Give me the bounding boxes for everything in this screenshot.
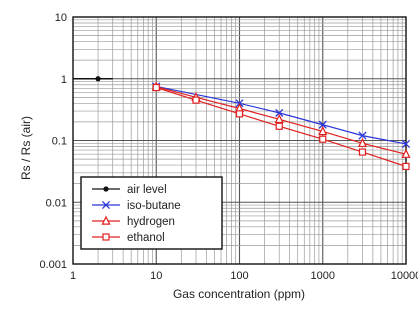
data-point-ethanol (275, 122, 283, 130)
legend-marker (101, 200, 111, 210)
legend-item-iso-butane: iso-butane (92, 200, 181, 212)
marker-stroke (318, 120, 327, 129)
data-point-hydrogen (401, 148, 411, 158)
data-point-iso-butane (318, 120, 327, 129)
series-line-iso-butane (156, 85, 407, 145)
legend-item-air-level: air level (92, 184, 167, 196)
series-air-level (73, 76, 113, 82)
legend-marker (102, 233, 110, 241)
series-ethanol (152, 83, 410, 171)
legend-label: air level (127, 184, 167, 196)
data-point-iso-butane (401, 139, 411, 148)
data-point-ethanol (402, 162, 410, 171)
y-tick-label: 0.1 (52, 136, 67, 148)
x-axis-label: Gas concentration (ppm) (173, 287, 305, 301)
y-tick-label: 0.01 (46, 197, 67, 209)
y-axis-label: Rs / Rs (air) (19, 116, 33, 180)
x-tick-label: 1 (70, 270, 76, 282)
legend-marker (103, 186, 109, 192)
data-point-air-level (95, 76, 101, 82)
x-tick-label: 1000 (311, 270, 335, 282)
plot-frame (72, 16, 407, 265)
legend-label: iso-butane (127, 200, 181, 212)
data-point-ethanol (358, 148, 367, 156)
y-tick-label: 0.001 (39, 259, 67, 271)
legend-label: ethanol (127, 232, 165, 244)
legend-item-ethanol: ethanol (92, 232, 165, 244)
data-point-ethanol (192, 96, 200, 104)
x-tick-label: 10 (150, 270, 162, 282)
marker-stroke (101, 200, 111, 210)
marker-stroke (401, 139, 411, 148)
marker-stroke (275, 108, 284, 117)
data-point-iso-butane (275, 108, 284, 117)
y-tick-label: 10 (55, 12, 67, 24)
legend-label: hydrogen (127, 216, 175, 228)
data-point-hydrogen (357, 137, 368, 148)
data-point-ethanol (235, 110, 244, 118)
series (73, 76, 411, 171)
data-point-ethanol (152, 83, 160, 92)
data-point-iso-butane (358, 131, 367, 140)
marker-stroke (358, 131, 367, 140)
data-point-hydrogen (318, 126, 328, 136)
legend-item-hydrogen: hydrogen (92, 215, 175, 228)
data-point-hydrogen (274, 113, 284, 124)
y-tick-label: 1 (61, 74, 67, 86)
x-tick-label: 100 (230, 270, 248, 282)
legend-marker (101, 215, 111, 225)
legend: air level iso-butane hydrogen ethanol (80, 176, 223, 250)
data-point-ethanol (319, 135, 327, 143)
